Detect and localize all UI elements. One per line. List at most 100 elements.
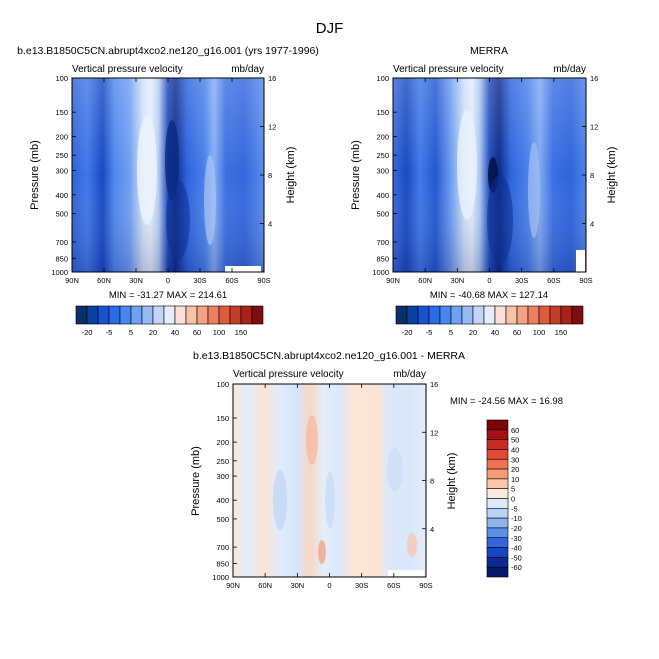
- panel-merra-colorbar: -20 -5 5 20 40 60 100 150: [395, 305, 584, 337]
- y-tick-label: 200: [55, 132, 68, 141]
- colorbar-box: [163, 305, 176, 325]
- panel-model-dark-cell: [166, 180, 190, 260]
- x-tick-label: 60S: [547, 276, 560, 285]
- panel-model-light-band: [204, 155, 216, 245]
- height-tick-label: 16: [268, 74, 276, 83]
- height-tick-label: 16: [590, 74, 598, 83]
- panel-merra-left-string: Vertical pressure velocity: [393, 64, 504, 75]
- colorbar-box: [486, 547, 509, 558]
- colorbar-box: [494, 305, 507, 325]
- panel-merra: MERRA Vertical pressure velocity mb/day …: [350, 45, 618, 337]
- colorbar-label: 60: [511, 426, 519, 435]
- panel-model-title: b.e13.B1850C5CN.abrupt4xco2.ne120_g16.00…: [17, 45, 319, 57]
- panel-diff-left-string: Vertical pressure velocity: [233, 369, 344, 380]
- colorbar-box: [130, 305, 143, 325]
- colorbar-box: [486, 468, 509, 480]
- colorbar-box: [439, 305, 452, 325]
- y-tick-label: 100: [55, 74, 68, 83]
- colorbar-label: 20: [149, 328, 157, 337]
- height-tick-label: 16: [430, 380, 438, 389]
- panel-diff-warm-patch-2: [318, 540, 326, 564]
- y-tick-label: 1000: [372, 268, 389, 277]
- y-tick-label: 850: [216, 559, 229, 568]
- y-tick-label: 1000: [51, 268, 68, 277]
- y-tick-label: 250: [216, 457, 229, 466]
- y-tick-label: 500: [55, 210, 68, 219]
- colorbar-box: [486, 498, 509, 509]
- colorbar-label: 100: [213, 328, 226, 337]
- colorbar-label: 0: [511, 495, 515, 504]
- colorbar-box: [505, 305, 518, 325]
- x-tick-label: 90N: [226, 581, 240, 590]
- colorbar-box: [483, 305, 496, 325]
- height-tick-label: 8: [268, 171, 272, 180]
- y-tick-label: 100: [216, 380, 229, 389]
- y-tick-label: 500: [376, 210, 389, 219]
- colorbar-box: [207, 305, 220, 325]
- panel-model-dark-core: [165, 120, 179, 200]
- colorbar-box: [486, 458, 509, 470]
- panel-diff-cool-patch-1: [273, 470, 287, 530]
- colorbar-box: [527, 305, 540, 325]
- panel-diff-right-string: mb/day: [393, 369, 426, 380]
- x-tick-label: 30N: [450, 276, 464, 285]
- colorbar-box: [516, 305, 529, 325]
- colorbar-box: [240, 305, 253, 325]
- x-tick-label: 90S: [419, 581, 432, 590]
- x-tick-label: 90N: [65, 276, 79, 285]
- colorbar-box: [538, 305, 551, 325]
- panel-merra-light-cell: [457, 110, 477, 220]
- panel-model-colorbar: -20 -5 5 20 40 60 100 150: [75, 305, 264, 337]
- colorbar-box: [152, 305, 165, 325]
- colorbar-label: -40: [511, 544, 522, 553]
- colorbar-box: [218, 305, 231, 325]
- colorbar-box: [185, 305, 198, 325]
- panel-diff-ylabel: Pressure (mb): [190, 446, 202, 516]
- colorbar-box: [75, 305, 88, 325]
- colorbar-label: 10: [511, 475, 519, 484]
- colorbar-label: 150: [235, 328, 248, 337]
- panel-model-axes: 90N 60N 30N 0 30S 60S 90S 100 150 200 250 300 400 500…: [51, 74, 276, 285]
- colorbar-box: [417, 305, 430, 325]
- colorbar-box: [141, 305, 154, 325]
- panel-merra-dark-cell: [487, 175, 513, 265]
- panel-merra-axes: 90N 60N 30N 0 30S 60S 90S 100 150 200 250 300 400 500…: [372, 74, 598, 285]
- y-tick-label: 300: [216, 472, 229, 481]
- panel-model-missing: [225, 266, 261, 272]
- x-tick-label: 60S: [225, 276, 238, 285]
- colorbar-box: [486, 419, 509, 431]
- colorbar-label: -30: [511, 534, 522, 543]
- colorbar-box: [97, 305, 110, 325]
- y-tick-label: 150: [55, 108, 68, 117]
- height-tick-label: 4: [590, 220, 594, 229]
- x-tick-label: 0: [327, 581, 331, 590]
- colorbar-box: [196, 305, 209, 325]
- y-tick-label: 400: [216, 496, 229, 505]
- x-tick-label: 30N: [290, 581, 304, 590]
- colorbar-box: [428, 305, 441, 325]
- colorbar-label: -10: [511, 514, 522, 523]
- colorbar-label: -20: [511, 524, 522, 533]
- x-tick-label: 30N: [129, 276, 143, 285]
- figure-title: DJF: [316, 20, 344, 37]
- x-tick-label: 30S: [193, 276, 206, 285]
- y-tick-label: 250: [376, 151, 389, 160]
- y-tick-label: 400: [376, 191, 389, 200]
- colorbar-box: [486, 527, 509, 539]
- colorbar-box: [174, 305, 187, 325]
- colorbar-label: 5: [129, 328, 133, 337]
- colorbar-box: [229, 305, 242, 325]
- colorbar-box: [108, 305, 121, 325]
- y-tick-label: 300: [376, 167, 389, 176]
- colorbar-label: -20: [82, 328, 93, 337]
- x-tick-label: 60N: [418, 276, 432, 285]
- colorbar-box: [486, 508, 509, 519]
- colorbar-label: -5: [426, 328, 433, 337]
- y-tick-label: 300: [55, 167, 68, 176]
- height-tick-label: 8: [430, 477, 434, 486]
- height-tick-label: 8: [590, 171, 594, 180]
- y-tick-label: 100: [376, 74, 389, 83]
- x-tick-label: 90S: [579, 276, 592, 285]
